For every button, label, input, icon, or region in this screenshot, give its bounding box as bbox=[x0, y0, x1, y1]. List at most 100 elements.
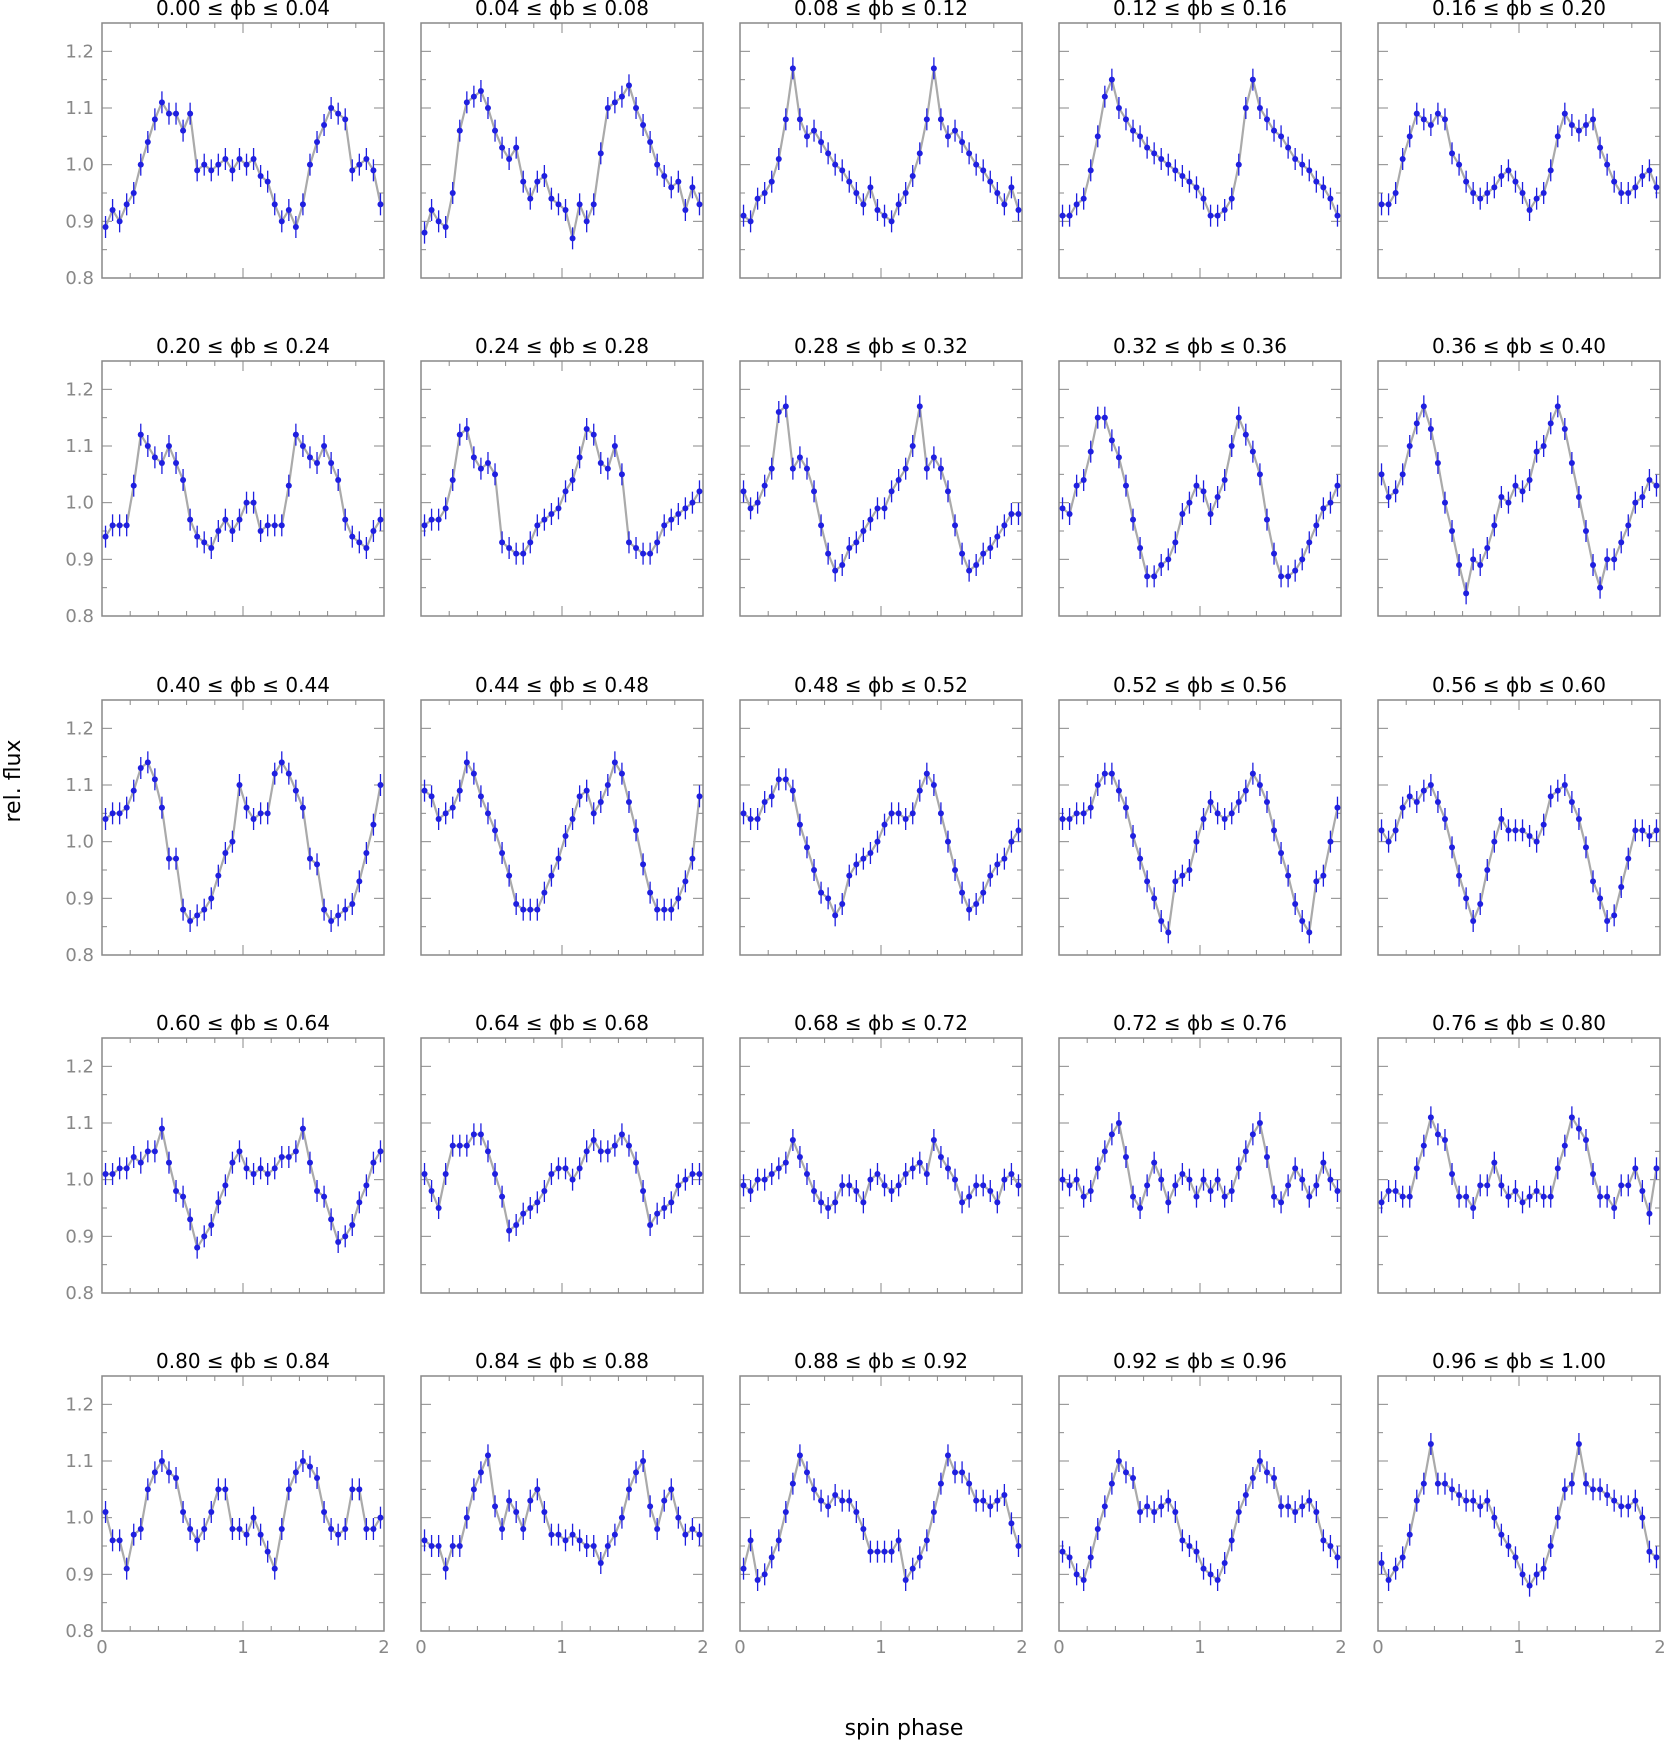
data-point bbox=[492, 1503, 499, 1510]
data-point bbox=[243, 499, 250, 506]
data-point bbox=[747, 505, 754, 512]
panel-title: 0.84 ≤ ϕb ≤ 0.88 bbox=[475, 1349, 649, 1373]
data-point bbox=[1540, 821, 1547, 828]
data-point bbox=[740, 1182, 747, 1189]
data-point bbox=[1165, 161, 1172, 168]
data-point bbox=[1582, 1480, 1589, 1487]
data-point bbox=[909, 443, 916, 449]
data-point bbox=[916, 150, 923, 157]
data-point bbox=[846, 872, 853, 879]
data-point bbox=[959, 1469, 966, 1476]
data-point bbox=[1172, 878, 1179, 885]
data-point bbox=[109, 522, 116, 529]
data-point bbox=[775, 409, 782, 415]
y-tick-label: 0.9 bbox=[65, 211, 94, 232]
x-tick-label: 1 bbox=[556, 1637, 567, 1658]
data-point bbox=[1378, 1560, 1385, 1566]
data-point bbox=[696, 793, 703, 800]
panel-frame bbox=[420, 699, 704, 956]
data-point bbox=[463, 1142, 470, 1149]
data-point bbox=[1214, 1176, 1221, 1183]
data-point bbox=[229, 1526, 236, 1532]
data-point bbox=[846, 1497, 853, 1504]
data-point bbox=[555, 201, 562, 208]
x-tick-label: 0 bbox=[1372, 1637, 1383, 1658]
data-point bbox=[1512, 1188, 1519, 1194]
data-point bbox=[1115, 454, 1122, 461]
data-point bbox=[923, 770, 930, 777]
data-point bbox=[611, 1531, 618, 1538]
data-point bbox=[1477, 1182, 1484, 1189]
data-point bbox=[342, 1526, 349, 1532]
data-point bbox=[768, 793, 775, 800]
data-point bbox=[682, 207, 689, 213]
data-point bbox=[647, 1222, 654, 1228]
panel-title: 0.12 ≤ ϕb ≤ 0.16 bbox=[1113, 0, 1287, 20]
data-point bbox=[618, 770, 625, 777]
data-point bbox=[1193, 1548, 1200, 1555]
data-point bbox=[470, 1486, 477, 1493]
data-point bbox=[959, 550, 966, 557]
data-point bbox=[1463, 590, 1470, 597]
panel-title: 0.16 ≤ ϕb ≤ 0.20 bbox=[1432, 0, 1606, 20]
data-point bbox=[257, 173, 264, 179]
data-point bbox=[973, 1497, 980, 1504]
data-point bbox=[314, 861, 321, 868]
data-point bbox=[782, 1509, 789, 1515]
data-point bbox=[959, 1199, 966, 1206]
data-point bbox=[1477, 901, 1484, 907]
data-point bbox=[356, 1486, 363, 1493]
data-point bbox=[335, 1531, 342, 1538]
y-tick-label: 1.1 bbox=[65, 1451, 94, 1472]
data-point bbox=[633, 545, 640, 551]
data-point bbox=[1306, 1497, 1313, 1504]
data-point bbox=[1080, 1577, 1087, 1583]
data-point bbox=[853, 190, 860, 196]
data-point bbox=[130, 190, 137, 196]
data-point bbox=[1299, 1503, 1306, 1510]
data-point bbox=[916, 787, 923, 794]
data-point bbox=[1151, 1509, 1158, 1515]
data-point bbox=[1207, 1571, 1214, 1578]
data-point bbox=[1221, 1193, 1228, 1200]
data-point bbox=[513, 550, 520, 557]
data-point bbox=[463, 1514, 470, 1521]
data-point bbox=[1256, 1458, 1263, 1464]
data-point bbox=[675, 1514, 682, 1521]
data-point bbox=[761, 1176, 768, 1183]
data-point bbox=[1449, 528, 1456, 534]
data-point bbox=[1399, 156, 1406, 162]
data-point bbox=[1625, 1182, 1632, 1189]
data-point bbox=[1130, 1193, 1137, 1200]
data-point bbox=[1108, 437, 1115, 444]
data-point bbox=[222, 850, 229, 856]
data-point bbox=[590, 1137, 597, 1143]
data-point bbox=[1484, 1182, 1491, 1189]
data-point bbox=[285, 207, 292, 213]
data-point bbox=[1625, 1503, 1632, 1510]
data-point bbox=[165, 1159, 172, 1166]
data-point bbox=[1207, 1188, 1214, 1194]
data-point bbox=[562, 488, 569, 495]
data-point bbox=[165, 1469, 172, 1476]
data-point bbox=[1611, 912, 1618, 919]
data-point bbox=[916, 403, 923, 410]
data-point bbox=[1632, 184, 1639, 191]
x-tick-label: 0 bbox=[415, 1637, 426, 1658]
data-point bbox=[689, 1526, 696, 1532]
data-point bbox=[923, 116, 930, 123]
data-point bbox=[499, 144, 506, 151]
data-point bbox=[1137, 1509, 1144, 1515]
data-point bbox=[1463, 895, 1470, 902]
panel-title: 0.68 ≤ ϕb ≤ 0.72 bbox=[794, 1011, 968, 1035]
data-point bbox=[761, 482, 768, 489]
data-point bbox=[1228, 810, 1235, 817]
data-point bbox=[1519, 827, 1526, 834]
panel-title: 0.48 ≤ ϕb ≤ 0.52 bbox=[794, 673, 968, 697]
data-point bbox=[1172, 1509, 1179, 1515]
x-tick-label: 2 bbox=[1654, 1637, 1665, 1658]
data-point bbox=[1582, 528, 1589, 534]
data-point bbox=[428, 207, 435, 213]
data-point bbox=[1158, 918, 1165, 924]
data-point bbox=[1604, 918, 1611, 924]
